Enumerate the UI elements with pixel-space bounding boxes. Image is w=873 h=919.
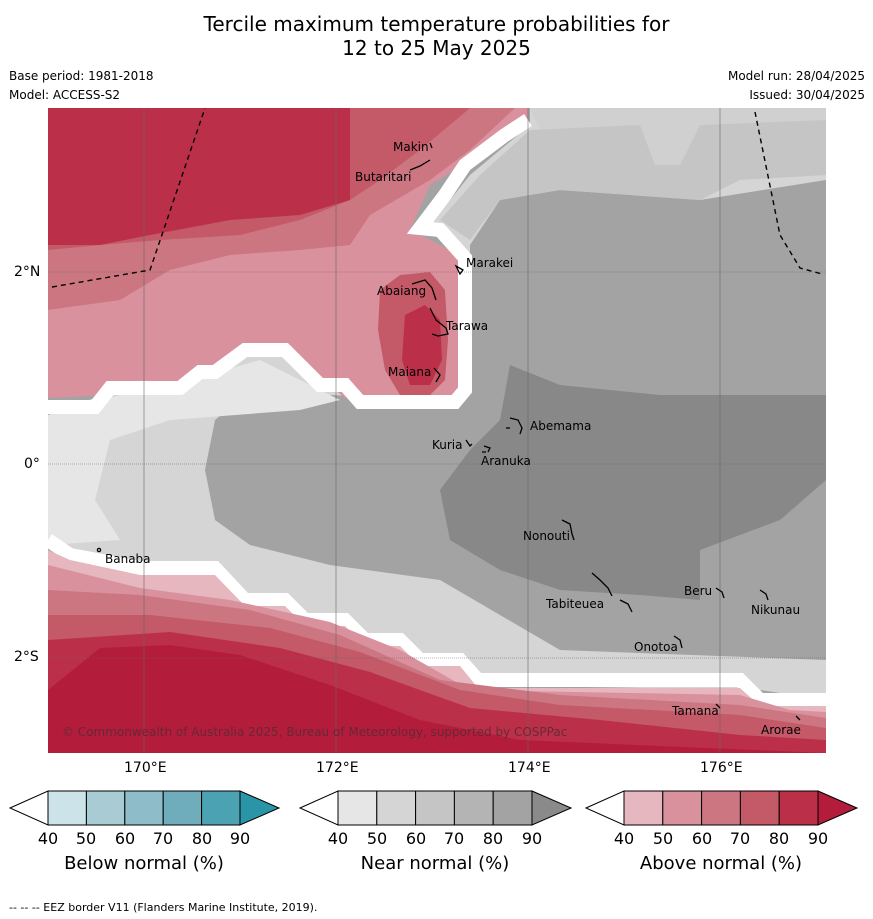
meta-left: Base period: 1981-2018 Model: ACCESS-S2 xyxy=(9,69,154,107)
lat-tick: 2°N xyxy=(14,264,41,280)
place-label: Kuria xyxy=(432,438,463,452)
model-run: Model run: 28/04/2025 xyxy=(727,69,865,83)
place-label: Arorae xyxy=(761,723,801,737)
above-normal-90-north xyxy=(48,108,350,245)
near-normal-40-region-2 xyxy=(530,108,826,165)
white-contour-south xyxy=(48,534,826,707)
colorbar-tick: 80 xyxy=(768,829,790,848)
model-name: Model: ACCESS-S2 xyxy=(9,88,121,102)
place-label: Tabiteuea xyxy=(545,597,604,611)
place-label: Beru xyxy=(684,584,712,598)
colorbar-label-near: Near normal (%) xyxy=(360,853,510,874)
place-label: Makin xyxy=(393,140,429,154)
place-label: Tarawa xyxy=(445,319,488,333)
islands xyxy=(96,142,801,721)
lon-tick: 170°E xyxy=(124,760,167,776)
place-labels: Makin Butaritari Marakei Abaiang Tarawa … xyxy=(105,140,801,737)
colorbar-tick: 60 xyxy=(405,829,427,848)
place-label: Butaritari xyxy=(355,170,412,184)
place-label: Marakei xyxy=(466,256,513,270)
colorbar-label-below: Below normal (%) xyxy=(64,853,224,874)
colorbar-tick: 70 xyxy=(729,829,751,848)
near-normal-80-region xyxy=(440,365,826,600)
place-label: Abemama xyxy=(530,419,591,433)
place-label: Banaba xyxy=(105,552,151,566)
colorbar-label-above: Above normal (%) xyxy=(639,853,803,874)
place-label: Onotoa xyxy=(634,640,678,654)
near-normal-60-region xyxy=(440,120,826,240)
lat-tick: 2°S xyxy=(14,649,39,665)
place-label: Tamana xyxy=(671,704,719,718)
colorbar-above-normal xyxy=(584,790,859,826)
above-normal-south-max xyxy=(48,645,826,753)
place-label: Maiana xyxy=(388,365,431,379)
colorbar-near-normal xyxy=(298,790,573,826)
lat-tick: 0° xyxy=(24,456,40,472)
lon-tick: 174°E xyxy=(508,760,551,776)
colorbar-tick: 90 xyxy=(229,829,251,848)
title-line-1: Tercile maximum temperature probabilitie… xyxy=(203,12,670,36)
colorbar-tick: 50 xyxy=(366,829,388,848)
map-title: Tercile maximum temperature probabilitie… xyxy=(0,12,873,60)
colorbar-tick: 60 xyxy=(691,829,713,848)
probability-field xyxy=(48,108,826,753)
graticule xyxy=(48,108,826,753)
copyright-notice: © Commonwealth of Australia 2025, Bureau… xyxy=(62,725,567,739)
place-label: Abaiang xyxy=(377,284,426,298)
colorbar-tick: 50 xyxy=(75,829,97,848)
white-contour-north xyxy=(48,114,532,414)
colorbar-tick: 40 xyxy=(37,829,59,848)
colorbar-tick: 50 xyxy=(652,829,674,848)
place-label: Nikunau xyxy=(751,603,800,617)
issued-date: Issued: 30/04/2025 xyxy=(749,88,865,102)
colorbar-tick: 70 xyxy=(443,829,465,848)
lon-tick: 172°E xyxy=(316,760,359,776)
colorbar-tick: 90 xyxy=(521,829,543,848)
title-line-2: 12 to 25 May 2025 xyxy=(342,36,531,60)
eez-footnote: -- -- -- EEZ border V11 (Flanders Marine… xyxy=(9,901,318,914)
colorbar-tick: 70 xyxy=(152,829,174,848)
lon-tick: 176°E xyxy=(700,760,743,776)
place-label: Aranuka xyxy=(481,454,531,468)
meta-right: Model run: 28/04/2025 Issued: 30/04/2025 xyxy=(728,69,865,107)
near-normal-40-region xyxy=(48,360,340,545)
colorbar-tick: 90 xyxy=(807,829,829,848)
eez-border xyxy=(51,108,823,288)
colorbar-tick: 40 xyxy=(327,829,349,848)
base-period: Base period: 1981-2018 xyxy=(9,69,154,83)
colorbar-tick: 80 xyxy=(482,829,504,848)
colorbar-below-normal xyxy=(8,790,281,826)
colorbar-tick: 60 xyxy=(114,829,136,848)
colorbar-tick: 80 xyxy=(191,829,213,848)
above-normal-tarawa-core xyxy=(402,305,442,385)
place-label: Nonouti xyxy=(523,529,570,543)
colorbar-tick: 40 xyxy=(613,829,635,848)
